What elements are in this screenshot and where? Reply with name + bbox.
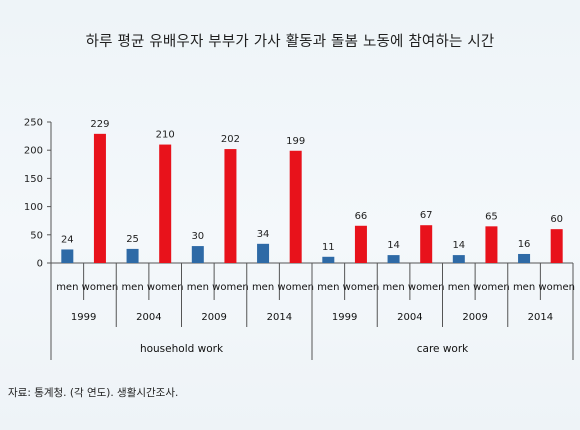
gender-label: women	[538, 282, 575, 293]
gender-label: women	[473, 282, 510, 293]
year-label: 2009	[462, 312, 487, 323]
bar-men	[452, 255, 465, 263]
gender-label: men	[317, 282, 339, 293]
bar-women	[93, 133, 106, 263]
data-label: 14	[387, 240, 400, 251]
y-tick-label: 250	[24, 118, 43, 129]
data-label: 67	[420, 210, 433, 221]
bar-men	[191, 246, 204, 263]
gender-label: men	[56, 282, 78, 293]
group-label: care work	[417, 343, 469, 355]
bar-men	[126, 248, 139, 263]
y-tick-label: 0	[37, 259, 43, 270]
bar-women	[420, 225, 433, 263]
data-label: 66	[355, 211, 368, 222]
gender-label: women	[212, 282, 249, 293]
year-label: 1999	[332, 312, 357, 323]
y-tick-label: 50	[30, 230, 43, 241]
data-label: 16	[518, 239, 531, 250]
data-label: 199	[286, 136, 305, 147]
bar-women	[224, 149, 237, 263]
year-label: 1999	[71, 312, 96, 323]
year-label: 2014	[267, 312, 292, 323]
gender-label: women	[277, 282, 314, 293]
data-label: 65	[485, 211, 498, 222]
data-label: 34	[257, 229, 270, 240]
year-label: 2009	[201, 312, 226, 323]
chart-title: 하루 평균 유배우자 부부가 가사 활동과 돌봄 노동에 참여하는 시간	[85, 34, 495, 50]
bar-women	[550, 229, 563, 263]
data-label: 229	[90, 119, 109, 130]
data-label: 210	[156, 130, 175, 141]
data-label: 60	[550, 214, 563, 225]
gender-label: men	[252, 282, 274, 293]
year-label: 2004	[397, 312, 422, 323]
year-label: 2014	[528, 312, 553, 323]
gender-label: men	[513, 282, 535, 293]
data-label: 14	[452, 240, 465, 251]
y-tick-label: 150	[24, 174, 43, 185]
bar-men	[257, 243, 270, 263]
gender-label: men	[448, 282, 470, 293]
data-label: 24	[61, 234, 74, 245]
data-label: 202	[221, 134, 240, 145]
bar-men	[387, 255, 400, 263]
gender-label: women	[82, 282, 119, 293]
gender-label: women	[343, 282, 380, 293]
bars-layer	[61, 133, 563, 263]
bar-women	[354, 225, 367, 263]
bar-women	[289, 150, 302, 263]
bar-men	[61, 249, 74, 263]
bar-men	[322, 256, 335, 263]
bar-women	[485, 226, 498, 263]
bar-women	[159, 144, 172, 263]
gender-label: men	[187, 282, 209, 293]
data-label: 30	[191, 231, 204, 242]
group-label: household work	[140, 343, 224, 355]
y-tick-label: 100	[24, 202, 43, 213]
data-label: 25	[126, 234, 139, 245]
bar-men	[518, 253, 531, 263]
gender-label: men	[121, 282, 143, 293]
year-label: 2004	[136, 312, 161, 323]
gender-label: men	[382, 282, 404, 293]
labels-layer: 24 229 25 210 30 202 34 199 11 66 14 67 14 65 16 60	[61, 119, 563, 253]
gender-label: women	[147, 282, 184, 293]
y-tick-label: 200	[24, 146, 43, 157]
data-label: 11	[322, 242, 335, 253]
gender-label: women	[408, 282, 445, 293]
source-note: 자료: 통계청. (각 연도). 생활시간조사.	[8, 387, 179, 399]
